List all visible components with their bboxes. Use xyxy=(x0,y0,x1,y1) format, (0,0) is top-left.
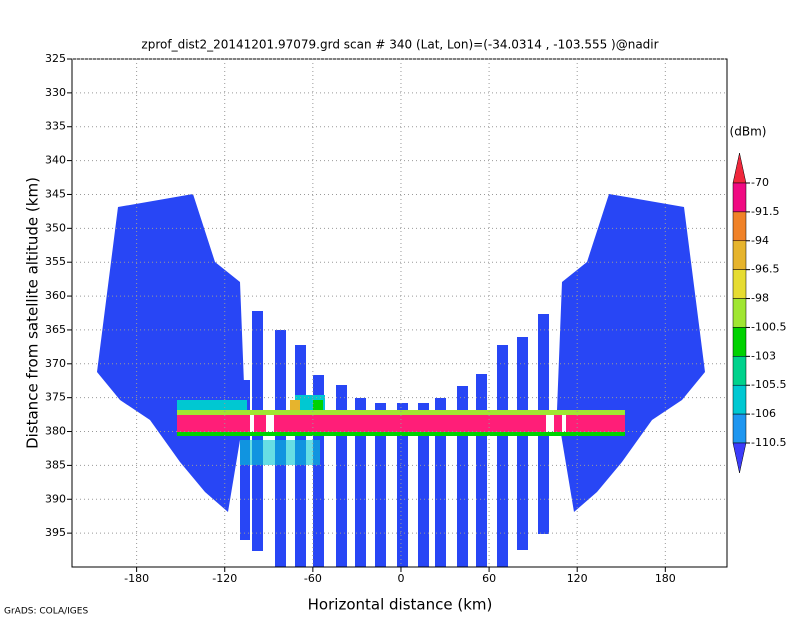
colorbar-label: -70 xyxy=(751,176,769,189)
stripe xyxy=(397,403,408,567)
x-axis-label: Horizontal distance (km) xyxy=(308,596,493,614)
gap xyxy=(266,415,274,432)
x-tick-label: 0 xyxy=(397,572,404,585)
stripe xyxy=(313,375,324,567)
colorbar-label: -105.5 xyxy=(751,378,786,391)
colorbar-unit: (dBm) xyxy=(730,125,767,139)
stripe xyxy=(435,398,446,567)
y-tick-label: 365 xyxy=(45,323,66,336)
chart-title: zprof_dist2_20141201.97079.grd scan # 34… xyxy=(141,38,658,52)
y-tick-label: 335 xyxy=(45,120,66,133)
y-tick-label: 325 xyxy=(45,52,66,65)
stripe xyxy=(497,345,508,567)
echo-band xyxy=(177,432,625,436)
colorbar-label: -98 xyxy=(751,292,769,305)
colorbar-label: -103 xyxy=(751,349,776,362)
x-tick-label: -180 xyxy=(124,572,149,585)
colorbar-label: -106 xyxy=(751,407,776,420)
y-tick-label: 350 xyxy=(45,221,66,234)
colorbar-label: -91.5 xyxy=(751,205,779,218)
colorbar-segment xyxy=(732,182,747,213)
gap xyxy=(250,415,254,432)
y-tick-label: 370 xyxy=(45,357,66,370)
gap xyxy=(562,415,566,432)
colorbar-segment xyxy=(732,298,747,328)
colorbar-segment xyxy=(732,384,747,415)
y-tick-label: 360 xyxy=(45,289,66,302)
echo-band xyxy=(240,440,320,465)
stripe xyxy=(517,337,528,550)
y-tick-label: 355 xyxy=(45,255,66,268)
credit: GrADS: COLA/IGES xyxy=(4,607,88,617)
colorbar-label: -110.5 xyxy=(751,436,786,449)
stripe xyxy=(418,403,429,567)
stripe xyxy=(476,374,487,567)
gap xyxy=(546,415,554,432)
x-tick-label: 180 xyxy=(655,572,676,585)
y-tick-label: 380 xyxy=(45,425,66,438)
colorbar-label: -96.5 xyxy=(751,263,779,276)
colorbar-segment xyxy=(732,356,747,386)
colorbar-arrow xyxy=(732,442,747,474)
colorbar-segment xyxy=(732,211,747,242)
colorbar-segment xyxy=(732,413,747,444)
x-tick-label: 120 xyxy=(567,572,588,585)
y-tick-label: 385 xyxy=(45,458,66,471)
colorbar-label: -94 xyxy=(751,234,769,247)
colorbar-segment xyxy=(732,269,747,299)
colorbar-label: -100.5 xyxy=(751,320,786,333)
x-tick-label: -60 xyxy=(304,572,322,585)
y-tick-label: 395 xyxy=(45,526,66,539)
stripe xyxy=(457,386,468,567)
plot-frame xyxy=(71,58,728,568)
x-tick-label: -120 xyxy=(212,572,237,585)
y-tick-label: 390 xyxy=(45,492,66,505)
y-tick-label: 345 xyxy=(45,187,66,200)
stripe xyxy=(375,403,386,567)
stripe xyxy=(355,398,366,567)
y-tick-label: 375 xyxy=(45,391,66,404)
echo-band xyxy=(177,400,247,410)
y-axis-label: Distance from satellite altitude (km) xyxy=(24,177,42,449)
y-tick-label: 340 xyxy=(45,154,66,167)
x-tick-label: 60 xyxy=(482,572,496,585)
stripe xyxy=(336,385,347,567)
y-tick-label: 330 xyxy=(45,86,66,99)
colorbar-segment xyxy=(732,327,747,357)
echo-band xyxy=(177,410,625,415)
colorbar-segment xyxy=(732,240,747,270)
